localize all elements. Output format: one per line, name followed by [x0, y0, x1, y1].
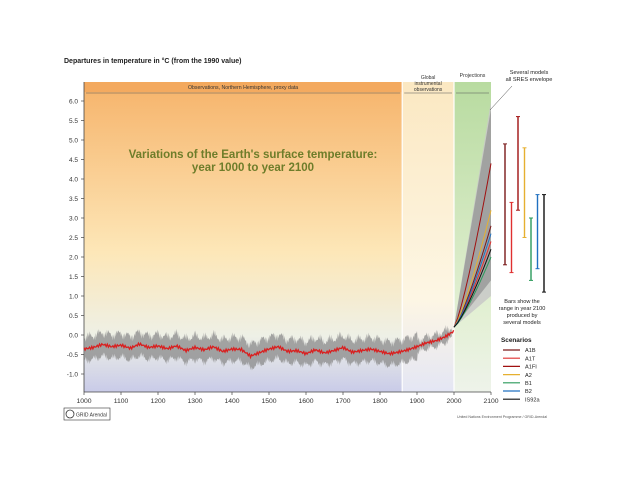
- x-tick-label: 2100: [483, 398, 498, 405]
- legend-label: A1T: [525, 356, 536, 362]
- bars-note-line: range in year 2100: [499, 306, 546, 312]
- x-tick-label: 1500: [261, 398, 276, 405]
- legend-label: A1FI: [525, 365, 537, 371]
- x-tick-label: 1400: [224, 398, 239, 405]
- y-tick-label: 2.0: [69, 255, 78, 262]
- scenario-line-a1fi: [453, 163, 492, 328]
- x-tick-label: 1100: [114, 398, 129, 405]
- x-tick-label: 1000: [76, 398, 91, 405]
- legend-label: A1B: [525, 348, 536, 354]
- chart-header: Departures in temperature in °C (from th…: [64, 57, 241, 65]
- x-tick-label: 1300: [187, 398, 202, 405]
- proxy-uncertainty-band: [84, 325, 452, 371]
- instrumental-label: Global: [421, 75, 435, 81]
- y-tick-label: 3.5: [69, 196, 78, 203]
- y-axis: -1.0 -0.5 0.0 0.5 1.0 1.5 2.0 2.5 3.0 3.5 4.0 4.5 5.…: [67, 82, 85, 392]
- y-tick-label: 5.0: [69, 138, 78, 145]
- projections-label: Projections: [460, 73, 486, 79]
- y-tick-label: 4.5: [69, 157, 78, 164]
- instrumental-label: instrumental: [414, 81, 441, 87]
- y-tick-label: 1.0: [69, 294, 78, 301]
- legend-label: B1: [525, 381, 532, 387]
- y-tick-label: -1.0: [67, 372, 79, 379]
- y-tick-label: 2.5: [69, 235, 78, 242]
- x-tick-label: 1600: [298, 398, 313, 405]
- bars-note-line: several models: [503, 320, 541, 326]
- proxy-series: [83, 329, 455, 360]
- y-tick-label: 6.0: [69, 99, 78, 106]
- grid-logo: GRID Arendal: [63, 407, 111, 421]
- bars-note-line: produced by: [507, 313, 538, 319]
- proxy-band-shape: [84, 325, 452, 371]
- bars-note-line: Bars show the: [504, 299, 539, 305]
- scenario-line-is92a: [453, 249, 492, 328]
- range-bars: [503, 116, 546, 293]
- y-tick-label: 0.5: [69, 313, 78, 320]
- y-tick-label: -0.5: [67, 352, 79, 359]
- legend-label: A2: [525, 373, 532, 379]
- logo-text: GRID Arendal: [76, 413, 107, 419]
- x-axis: 1000 1100 1200 1300 1400 1500 1600 1700 1800 1900…: [76, 391, 499, 405]
- legend-label: B2: [525, 389, 532, 395]
- x-tick-label: 1200: [150, 398, 165, 405]
- legend-label: IS92a: [525, 397, 541, 403]
- observations-band: [84, 82, 403, 92]
- legend-title: Scenarios: [501, 337, 532, 344]
- x-tick-label: 1800: [372, 398, 387, 405]
- footer-credit: United Nations Environment Programme / G…: [457, 415, 547, 419]
- chart-title-line2: year 1000 to year 2100: [192, 162, 314, 174]
- envelope-pointer: [489, 85, 513, 111]
- proxy-line: [83, 329, 455, 360]
- instrumental-label: observations: [414, 87, 443, 93]
- observations-label: Observations, Northern Hemisphere, proxy…: [188, 85, 298, 91]
- scenario-lines: [453, 163, 492, 328]
- x-tick-label: 1900: [409, 398, 424, 405]
- x-tick-label: 1700: [335, 398, 350, 405]
- scenario-line-b2: [453, 233, 492, 328]
- y-tick-label: 3.0: [69, 216, 78, 223]
- y-tick-label: 1.5: [69, 274, 78, 281]
- y-tick-label: 0.0: [69, 333, 78, 340]
- envelope-label-line: Several models: [510, 70, 549, 76]
- y-tick-label: 5.5: [69, 118, 78, 125]
- scenario-legend: Scenarios A1B A1T A1FI A2 B1 B2 IS92a: [501, 337, 541, 403]
- chart-title-line1: Variations of the Earth's surface temper…: [129, 149, 378, 161]
- x-tick-label: 2000: [446, 398, 461, 405]
- scenario-line-a2: [453, 210, 492, 328]
- envelope-label-line: all SRES envelope: [506, 77, 553, 83]
- y-tick-label: 4.0: [69, 177, 78, 184]
